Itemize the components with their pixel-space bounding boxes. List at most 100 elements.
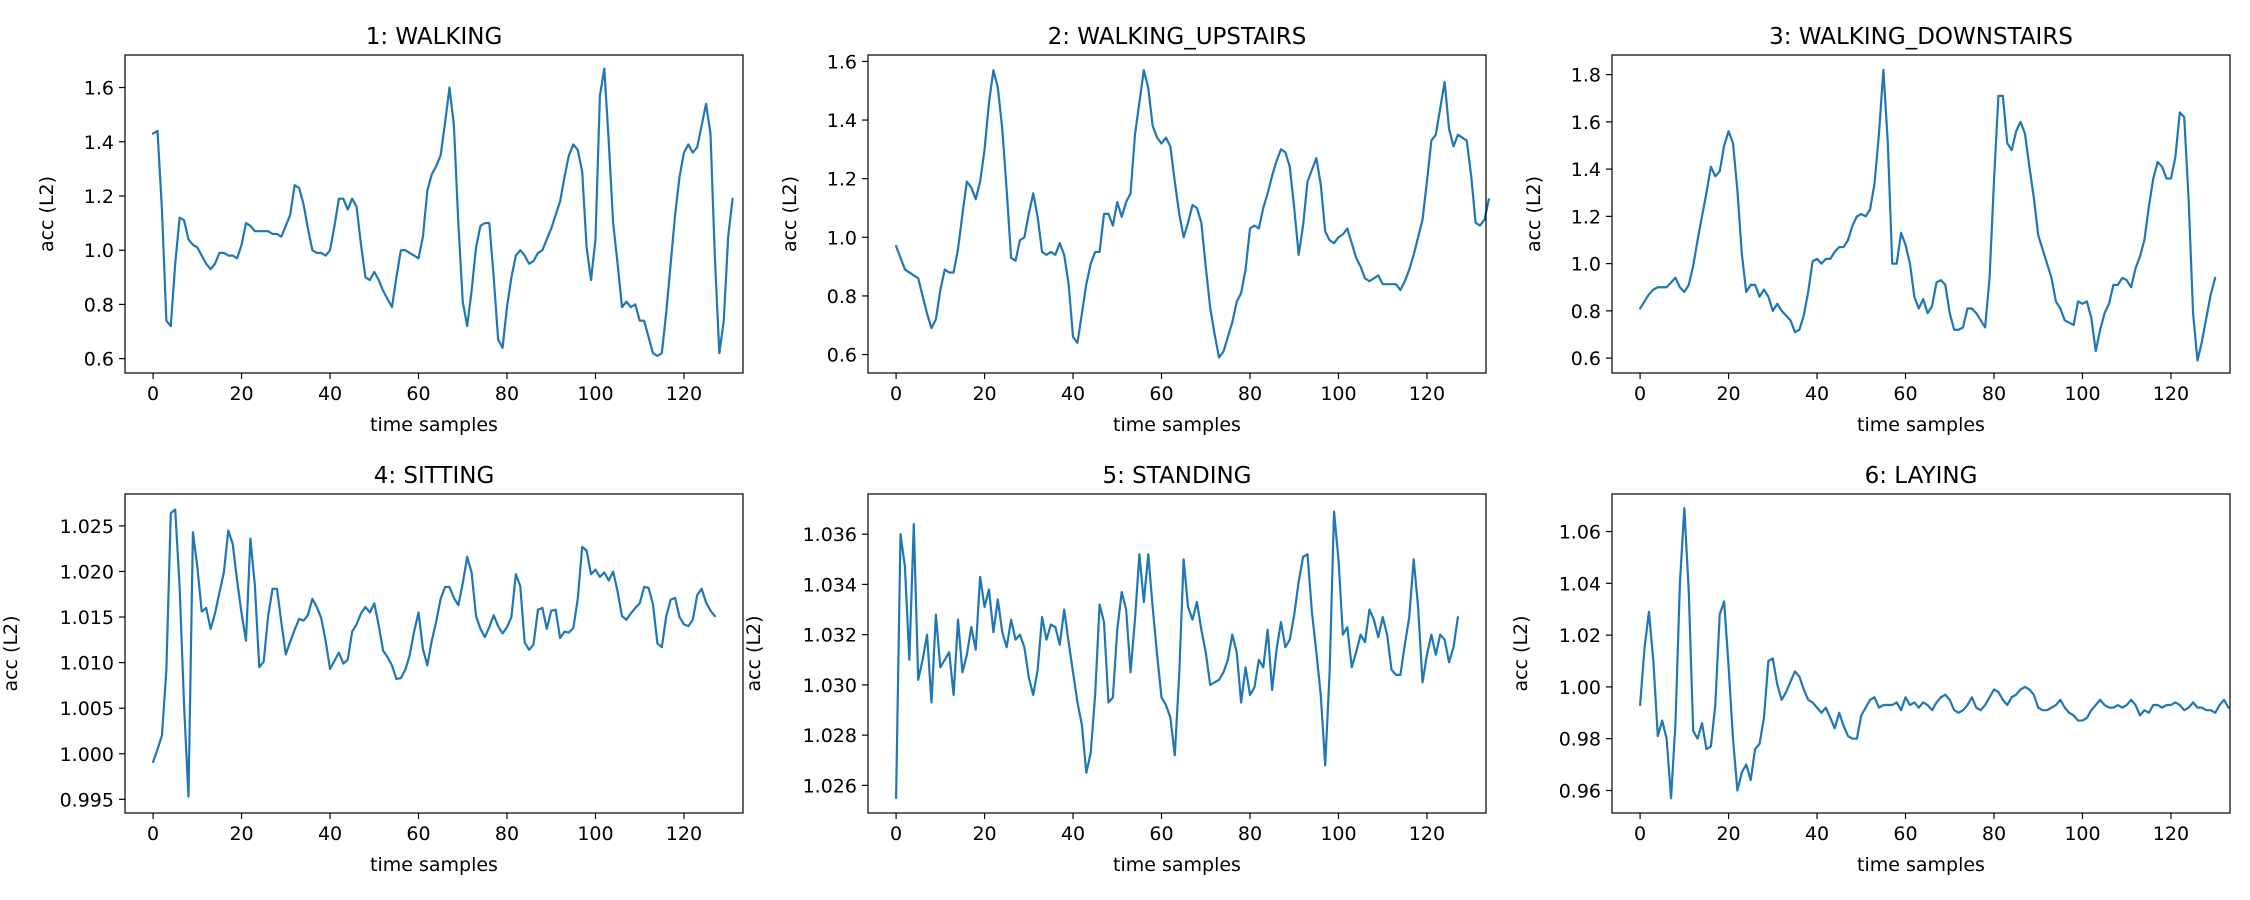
axes-frame — [867, 54, 1487, 374]
subplot-title: 5: STANDING — [1102, 463, 1251, 489]
y-tick-label: 1.034 — [803, 574, 857, 596]
x-tick-label: 40 — [318, 823, 342, 845]
y-tick-label: 1.06 — [1559, 522, 1601, 544]
y-tick-label: 1.0 — [827, 227, 857, 249]
series-line — [1638, 507, 2230, 800]
y-tick-label: 1.032 — [803, 625, 857, 647]
series-line — [151, 67, 734, 358]
x-tick-label: 80 — [1238, 383, 1262, 405]
x-tick-label: 60 — [1149, 823, 1173, 845]
x-tick-label: 120 — [1409, 383, 1445, 405]
y-axis-label: acc (L2) — [0, 615, 22, 691]
y-tick-label: 1.020 — [60, 561, 114, 583]
y-tick-label: 1.0 — [1571, 254, 1601, 276]
x-tick-label: 80 — [1982, 383, 2006, 405]
subplot-5: 0 20 40 60 80 100 120 1.026 1.028 1.030 1.032 1.034… — [743, 463, 1487, 876]
x-tick-label: 80 — [495, 823, 519, 845]
y-tick-label: 1.6 — [84, 78, 114, 100]
y-tick-label: 0.6 — [827, 345, 857, 367]
y-tick-label: 1.04 — [1559, 573, 1601, 595]
y-tick-label: 1.8 — [1571, 65, 1601, 87]
y-tick-label: 1.6 — [827, 51, 857, 73]
x-tick-label: 120 — [1409, 823, 1445, 845]
x-tick-label: 20 — [229, 383, 253, 405]
x-tick-label: 40 — [1061, 383, 1085, 405]
y-tick-label: 1.4 — [827, 110, 857, 132]
x-tick-label: 120 — [2153, 823, 2189, 845]
axes-frame — [124, 54, 744, 374]
subplot-title: 2: WALKING_UPSTAIRS — [1048, 24, 1307, 50]
x-tick-label: 80 — [1238, 823, 1262, 845]
y-tick-label: 1.2 — [1571, 206, 1601, 228]
x-axis-label: time samples — [1113, 854, 1241, 876]
subplot-title: 6: LAYING — [1865, 463, 1978, 489]
x-tick-label: 0 — [890, 823, 902, 845]
x-tick-label: 40 — [318, 383, 342, 405]
x-axis-label: time samples — [370, 414, 498, 436]
x-tick-label: 40 — [1061, 823, 1085, 845]
y-tick-label: 1.026 — [803, 775, 857, 797]
x-tick-label: 40 — [1805, 823, 1829, 845]
series-line — [894, 510, 1460, 800]
y-axis-label: acc (L2) — [36, 176, 58, 252]
axes-frame — [124, 493, 744, 814]
axes-frame — [1611, 54, 2231, 374]
y-axis-label: acc (L2) — [1523, 176, 1545, 252]
y-tick-label: 1.030 — [803, 675, 857, 697]
y-tick-label: 1.005 — [60, 698, 114, 720]
x-tick-label: 120 — [2153, 383, 2189, 405]
y-tick-label: 1.028 — [803, 725, 857, 747]
x-tick-label: 0 — [1634, 823, 1646, 845]
y-tick-label: 1.010 — [60, 653, 114, 675]
axes-frame — [867, 493, 1487, 814]
y-tick-label: 0.995 — [60, 789, 114, 811]
x-tick-label: 20 — [972, 823, 996, 845]
x-tick-label: 100 — [2064, 383, 2100, 405]
axes-frame — [1611, 493, 2231, 814]
subplot-title: 1: WALKING — [366, 24, 503, 50]
x-tick-label: 60 — [1893, 383, 1917, 405]
x-tick-label: 100 — [1320, 383, 1356, 405]
y-tick-label: 0.8 — [827, 286, 857, 308]
x-tick-label: 80 — [495, 383, 519, 405]
x-tick-label: 120 — [666, 823, 702, 845]
y-tick-label: 0.8 — [84, 294, 114, 316]
y-tick-label: 0.6 — [84, 349, 114, 371]
x-tick-label: 20 — [229, 823, 253, 845]
subplot-title: 4: SITTING — [374, 463, 495, 489]
subplot-4: 0 20 40 60 80 100 120 0.995 1.000 1.005 1.010 1.015… — [0, 463, 744, 876]
x-axis-label: time samples — [1857, 854, 1985, 876]
x-tick-label: 0 — [890, 383, 902, 405]
subplot-2: 0 20 40 60 80 100 120 0.6 0.8 1.0 1.2 1.4 1.6 2: WALK… — [779, 24, 1490, 436]
x-tick-label: 60 — [1149, 383, 1173, 405]
y-tick-label: 1.4 — [1571, 159, 1601, 181]
x-tick-label: 60 — [406, 383, 430, 405]
x-tick-label: 0 — [147, 383, 159, 405]
series-line — [894, 69, 1490, 359]
x-tick-label: 20 — [972, 383, 996, 405]
series-line — [151, 508, 717, 798]
x-tick-label: 20 — [1716, 383, 1740, 405]
x-tick-label: 120 — [666, 383, 702, 405]
y-axis-label: acc (L2) — [1510, 615, 1532, 691]
y-axis-label: acc (L2) — [779, 176, 801, 252]
subplot-3: 0 20 40 60 80 100 120 0.6 0.8 1.0 1.2 1.4 1.6 1.8 3: W… — [1523, 24, 2231, 436]
x-tick-label: 100 — [577, 383, 613, 405]
y-tick-label: 1.015 — [60, 607, 114, 629]
x-tick-label: 80 — [1982, 823, 2006, 845]
x-tick-label: 100 — [2064, 823, 2100, 845]
y-axis-label: acc (L2) — [743, 615, 765, 691]
series-line — [1638, 68, 2217, 362]
y-tick-label: 1.4 — [84, 132, 114, 154]
y-tick-label: 1.0 — [84, 240, 114, 262]
y-tick-label: 0.8 — [1571, 301, 1601, 323]
y-tick-label: 1.000 — [60, 744, 114, 766]
subplot-6: 0 20 40 60 80 100 120 0.96 0.98 1.00 1.02 1.04 1.06 6… — [1510, 463, 2231, 876]
x-tick-label: 20 — [1716, 823, 1740, 845]
y-tick-label: 1.025 — [60, 516, 114, 538]
x-tick-label: 100 — [577, 823, 613, 845]
x-axis-label: time samples — [1113, 414, 1241, 436]
x-tick-label: 60 — [1893, 823, 1917, 845]
x-tick-label: 0 — [1634, 383, 1646, 405]
subplot-title: 3: WALKING_DOWNSTAIRS — [1769, 24, 2073, 50]
